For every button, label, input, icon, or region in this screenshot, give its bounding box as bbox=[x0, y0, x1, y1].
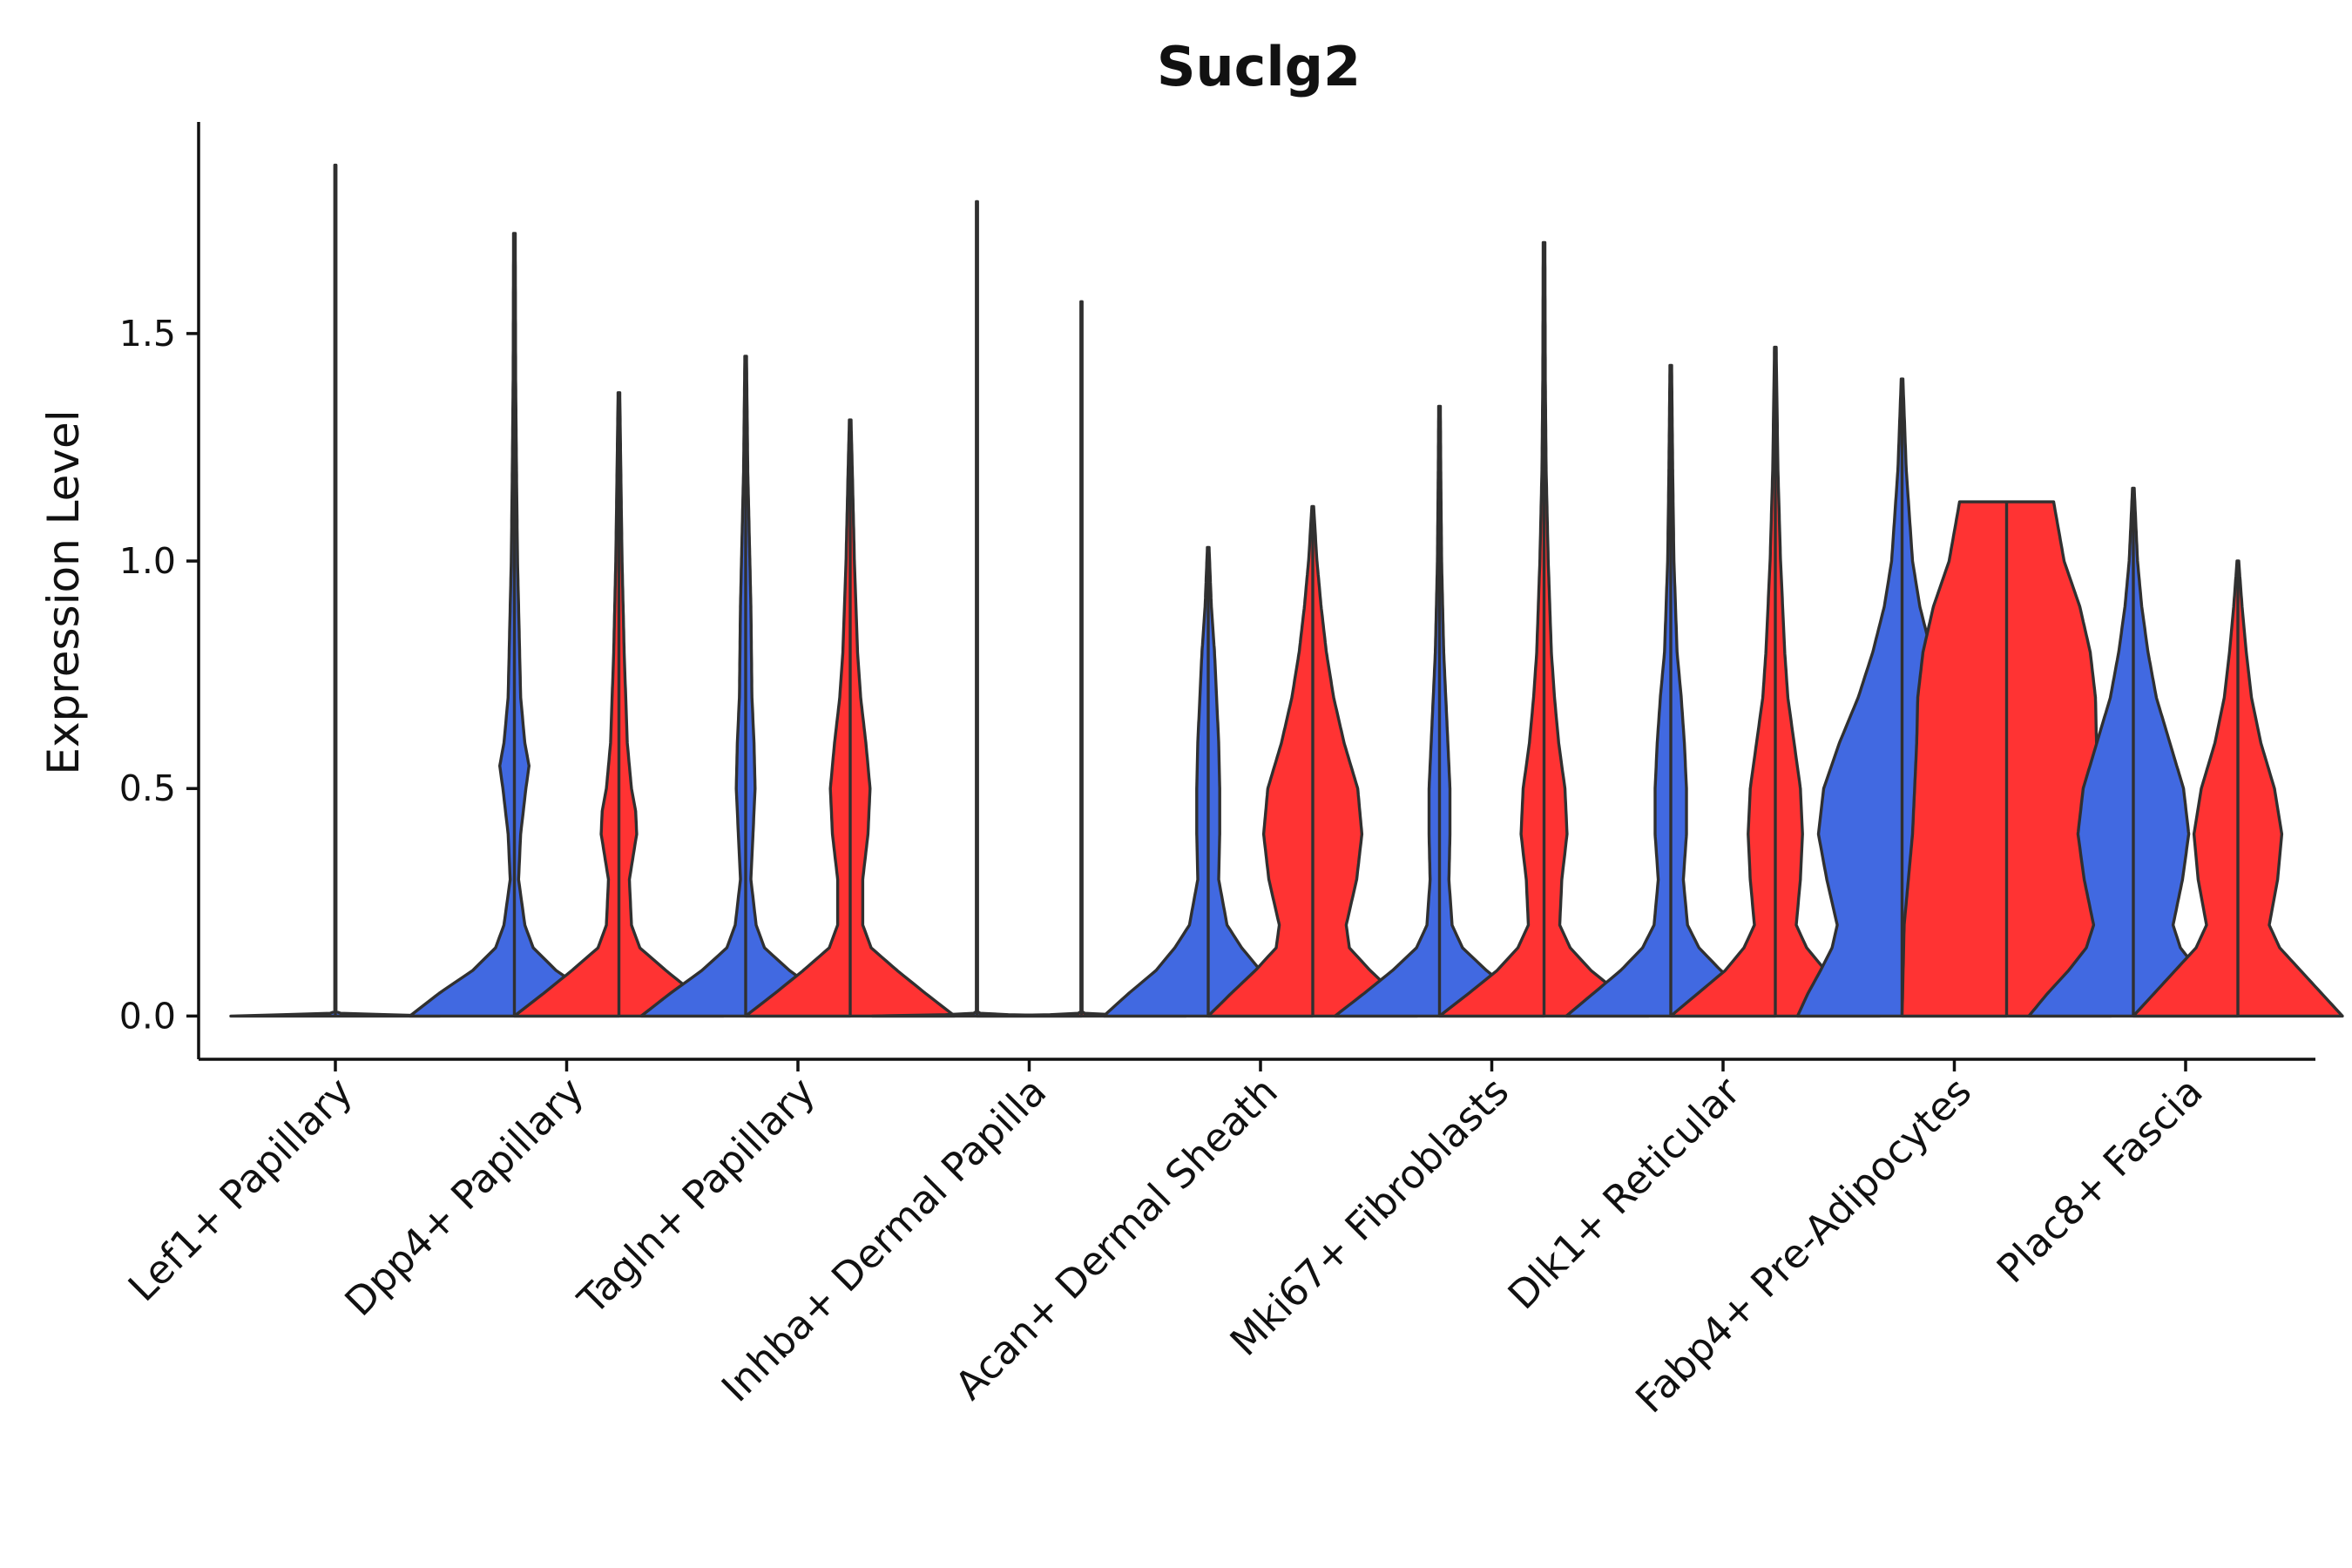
y-tick-label: 1.5 bbox=[119, 313, 176, 355]
y-axis-title: Expression Level bbox=[38, 409, 89, 774]
violin-series-group bbox=[229, 163, 2344, 1018]
x-category-label-lef1-papillary: Lef1+ Papillary bbox=[119, 1068, 362, 1310]
x-category-label-dpp4-papillary: Dpp4+ Papillary bbox=[335, 1068, 592, 1325]
y-tick-label: 0.0 bbox=[119, 995, 176, 1037]
x-category-label-dlk1-reticular: Dlk1+ Reticular bbox=[1499, 1068, 1749, 1318]
x-category-label-plac8-fascia: Plac8+ Fascia bbox=[1988, 1068, 2212, 1292]
y-tick-label: 1.0 bbox=[119, 540, 176, 582]
chart-title: Suclg2 bbox=[1157, 35, 1361, 98]
x-category-label-tagln-papillary: Tagln+ Papillary bbox=[569, 1068, 824, 1323]
y-tick-label: 0.5 bbox=[119, 767, 176, 809]
